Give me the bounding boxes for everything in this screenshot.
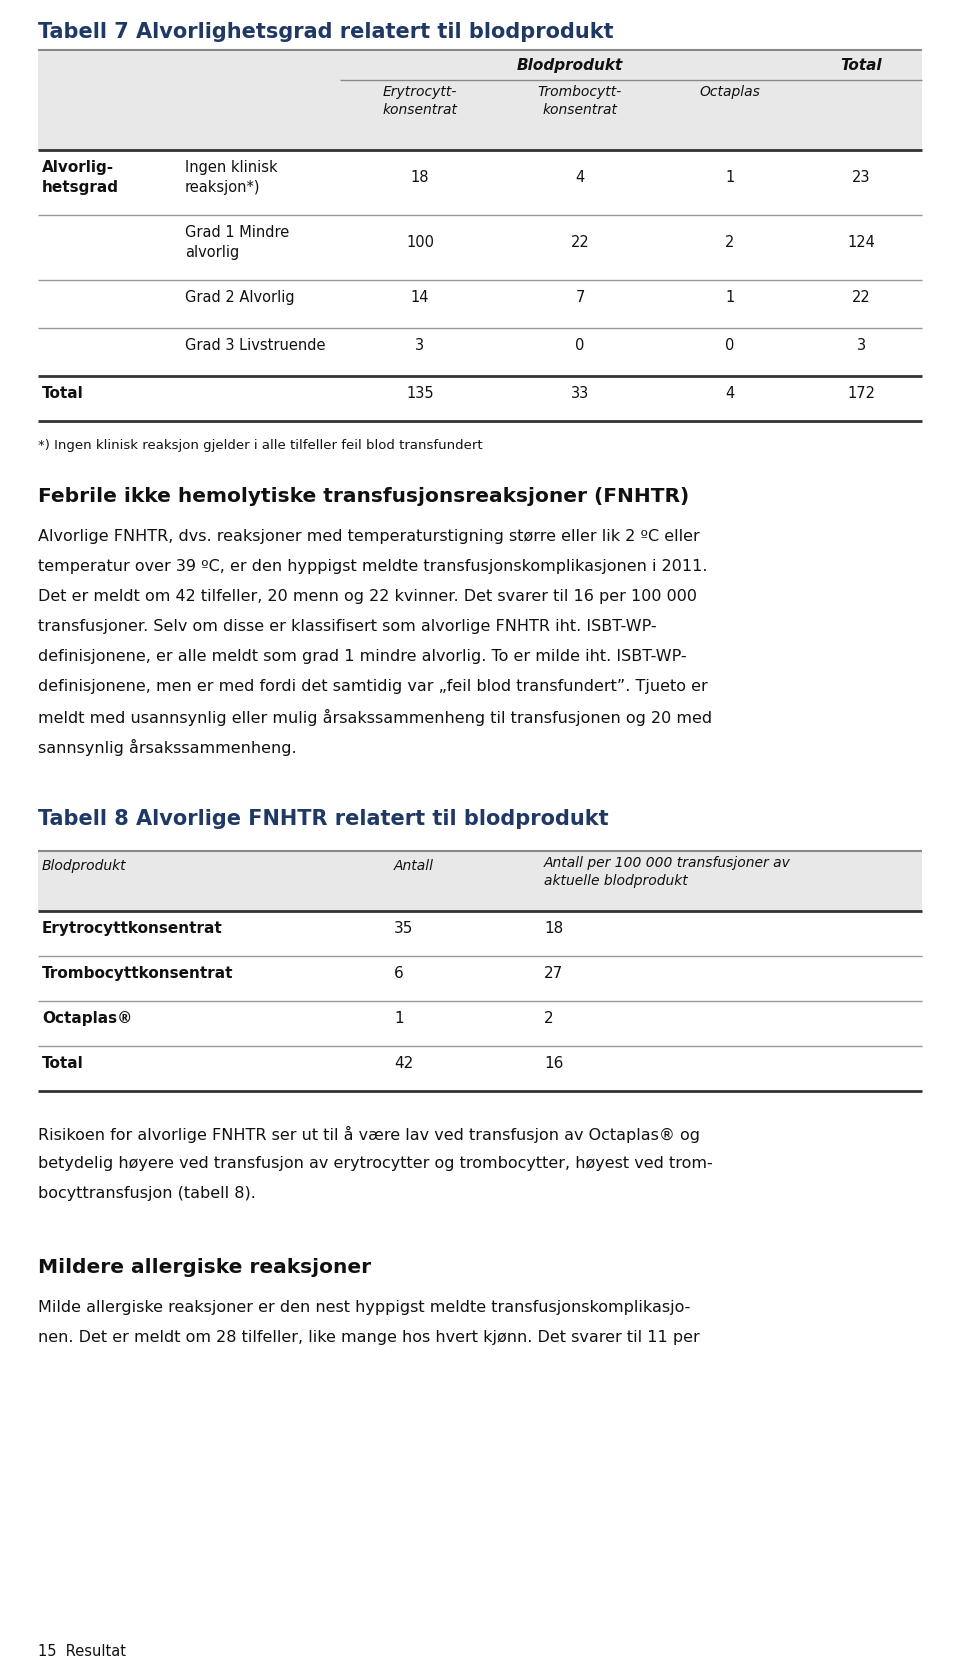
Text: Det er meldt om 42 tilfeller, 20 menn og 22 kvinner. Det svarer til 16 per 100 0: Det er meldt om 42 tilfeller, 20 menn og… — [38, 589, 697, 604]
Text: 14: 14 — [411, 290, 429, 305]
Text: 35: 35 — [394, 921, 414, 936]
Text: 4: 4 — [575, 170, 585, 185]
Text: Alvorlige FNHTR, dvs. reaksjoner med temperaturstigning større eller lik 2 ºC el: Alvorlige FNHTR, dvs. reaksjoner med tem… — [38, 529, 700, 544]
Text: sannsynlig årsakssammenheng.: sannsynlig årsakssammenheng. — [38, 739, 297, 756]
Text: 33: 33 — [571, 386, 589, 401]
Text: 16: 16 — [544, 1056, 564, 1071]
Text: Risikoen for alvorlige FNHTR ser ut til å være lav ved transfusjon av Octaplas® : Risikoen for alvorlige FNHTR ser ut til … — [38, 1127, 700, 1143]
Text: Febrile ikke hemolytiske transfusjonsreaksjoner (FNHTR): Febrile ikke hemolytiske transfusjonsrea… — [38, 487, 689, 506]
Text: Erytrocytt-
konsentrat: Erytrocytt- konsentrat — [382, 85, 458, 117]
Text: bocyttransfusjon (tabell 8).: bocyttransfusjon (tabell 8). — [38, 1187, 256, 1202]
Text: Tabell 8 Alvorlige FNHTR relatert til blodprodukt: Tabell 8 Alvorlige FNHTR relatert til bl… — [38, 809, 609, 829]
Text: 124: 124 — [847, 235, 875, 250]
Text: Milde allergiske reaksjoner er den nest hyppigst meldte transfusjonskomplikasjo-: Milde allergiske reaksjoner er den nest … — [38, 1300, 690, 1315]
Text: Octaplas®: Octaplas® — [42, 1011, 132, 1026]
Text: Grad 2 Alvorlig: Grad 2 Alvorlig — [185, 290, 295, 305]
Text: 42: 42 — [394, 1056, 413, 1071]
Text: 6: 6 — [394, 966, 404, 981]
Text: definisjonene, er alle meldt som grad 1 mindre alvorlig. To er milde iht. ISBT-W: definisjonene, er alle meldt som grad 1 … — [38, 649, 686, 664]
Text: Grad 3 Livstruende: Grad 3 Livstruende — [185, 339, 325, 354]
Text: 7: 7 — [575, 290, 585, 305]
Text: 23: 23 — [852, 170, 871, 185]
Text: Total: Total — [42, 386, 84, 401]
Text: 1: 1 — [394, 1011, 403, 1026]
Text: Trombocyttkonsentrat: Trombocyttkonsentrat — [42, 966, 233, 981]
Text: 2: 2 — [726, 235, 734, 250]
Text: Antall per 100 000 transfusjoner av
aktuelle blodprodukt: Antall per 100 000 transfusjoner av aktu… — [544, 856, 791, 888]
Text: Ingen klinisk
reaksjon*): Ingen klinisk reaksjon*) — [185, 160, 277, 195]
Text: temperatur over 39 ºC, er den hyppigst meldte transfusjonskomplikasjonen i 2011.: temperatur over 39 ºC, er den hyppigst m… — [38, 559, 708, 574]
Text: 172: 172 — [847, 386, 875, 401]
Text: Trombocytt-
konsentrat: Trombocytt- konsentrat — [538, 85, 622, 117]
Text: Tabell 7 Alvorlighetsgrad relatert til blodprodukt: Tabell 7 Alvorlighetsgrad relatert til b… — [38, 22, 613, 42]
Text: nen. Det er meldt om 28 tilfeller, like mange hos hvert kjønn. Det svarer til 11: nen. Det er meldt om 28 tilfeller, like … — [38, 1330, 700, 1345]
Text: Antall: Antall — [394, 860, 434, 873]
Text: transfusjoner. Selv om disse er klassifisert som alvorlige FNHTR iht. ISBT-WP-: transfusjoner. Selv om disse er klassifi… — [38, 619, 657, 634]
Text: Mildere allergiske reaksjoner: Mildere allergiske reaksjoner — [38, 1258, 372, 1277]
Text: 100: 100 — [406, 235, 434, 250]
Text: Erytrocyttkonsentrat: Erytrocyttkonsentrat — [42, 921, 223, 936]
Text: *) Ingen klinisk reaksjon gjelder i alle tilfeller feil blod transfundert: *) Ingen klinisk reaksjon gjelder i alle… — [38, 439, 483, 452]
Text: Blodprodukt: Blodprodukt — [516, 58, 623, 73]
Text: Octaplas: Octaplas — [700, 85, 760, 98]
Text: 22: 22 — [570, 235, 589, 250]
Text: 15  Resultat: 15 Resultat — [38, 1644, 126, 1659]
Text: Total: Total — [840, 58, 882, 73]
Text: 1: 1 — [726, 170, 734, 185]
Text: 18: 18 — [411, 170, 429, 185]
Text: 0: 0 — [726, 339, 734, 354]
Text: meldt med usannsynlig eller mulig årsakssammenheng til transfusjonen og 20 med: meldt med usannsynlig eller mulig årsaks… — [38, 709, 712, 726]
Text: Grad 1 Mindre
alvorlig: Grad 1 Mindre alvorlig — [185, 225, 289, 260]
Bar — [38, 851, 922, 911]
Text: Alvorlig-
hetsgrad: Alvorlig- hetsgrad — [42, 160, 119, 195]
Text: Total: Total — [42, 1056, 84, 1071]
Text: 4: 4 — [726, 386, 734, 401]
Text: Blodprodukt: Blodprodukt — [42, 860, 127, 873]
Text: 0: 0 — [575, 339, 585, 354]
Text: 3: 3 — [416, 339, 424, 354]
Text: 27: 27 — [544, 966, 564, 981]
Text: definisjonene, men er med fordi det samtidig var „feil blod transfundert”. Tjuet: definisjonene, men er med fordi det samt… — [38, 679, 708, 694]
Bar — [38, 50, 922, 150]
Text: 135: 135 — [406, 386, 434, 401]
Text: 2: 2 — [544, 1011, 554, 1026]
Text: betydelig høyere ved transfusjon av erytrocytter og trombocytter, høyest ved tro: betydelig høyere ved transfusjon av eryt… — [38, 1157, 712, 1172]
Text: 1: 1 — [726, 290, 734, 305]
Text: 18: 18 — [544, 921, 564, 936]
Text: 22: 22 — [852, 290, 871, 305]
Text: 3: 3 — [856, 339, 866, 354]
